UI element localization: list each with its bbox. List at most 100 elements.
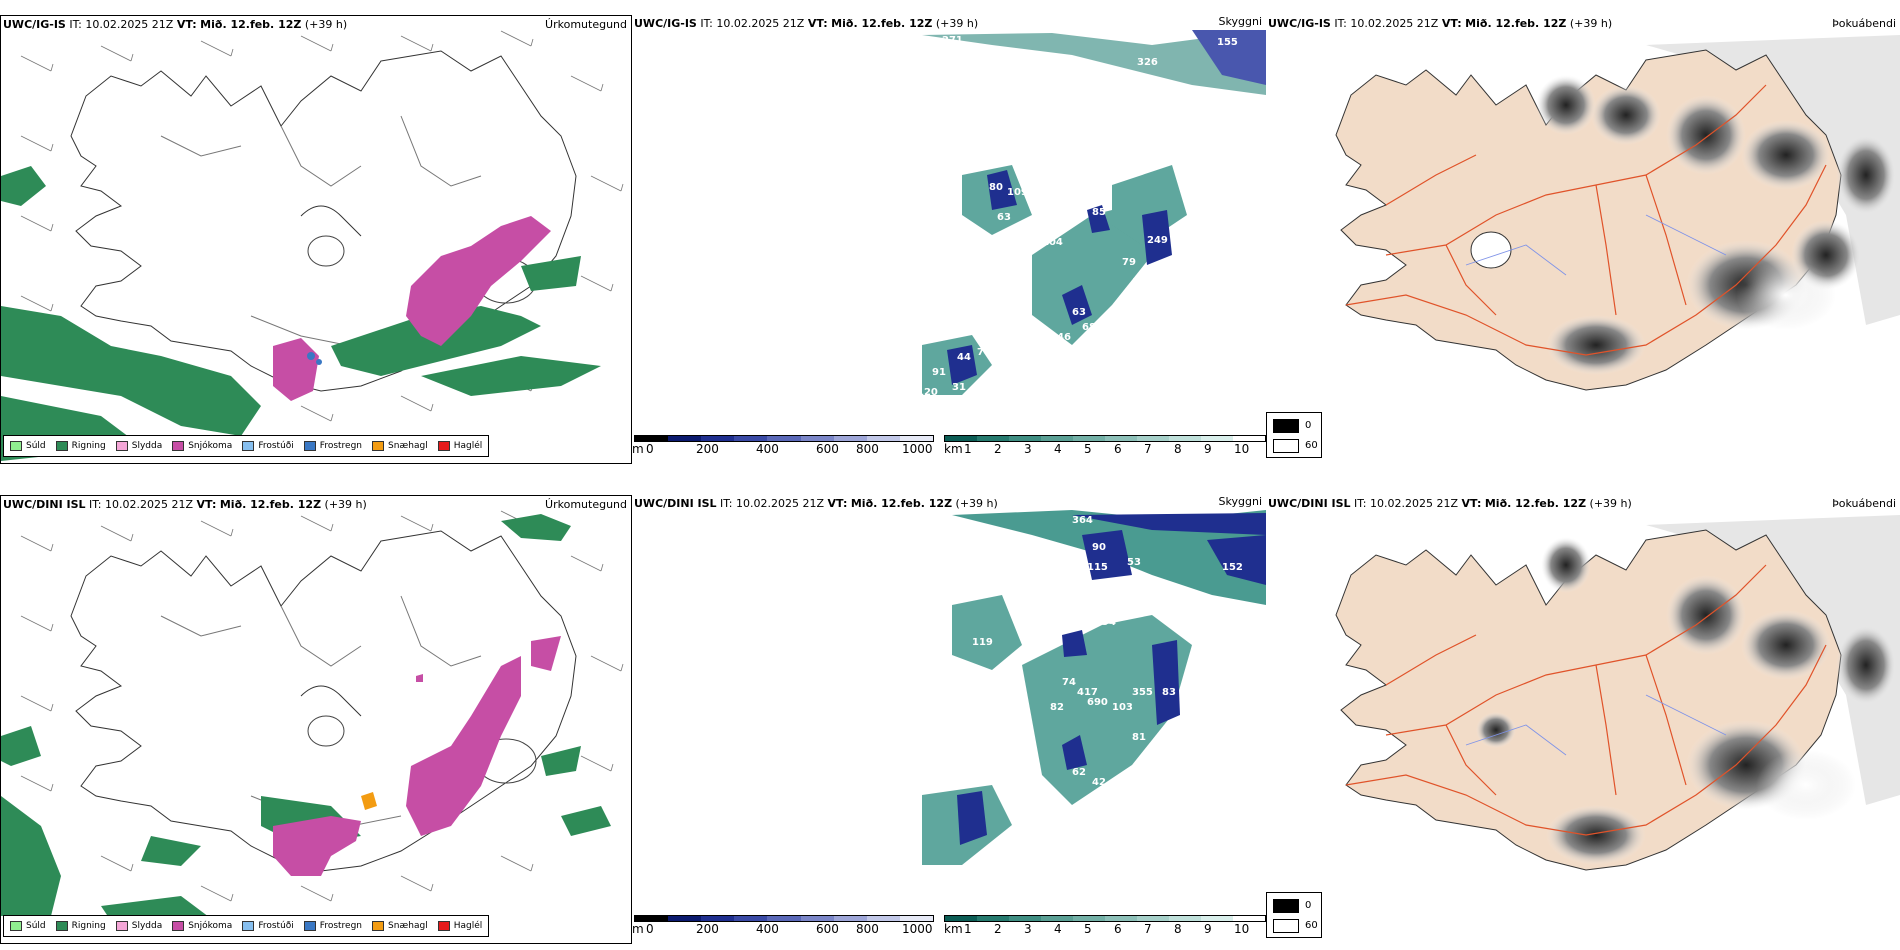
colorbar-tick: 400 [756,922,779,936]
cloud-base-value: 120 [917,387,938,398]
visibility-map: 271 182 326 155 341 80 109 95 85 63 104 249 150 79 142… [917,30,1266,398]
colorbar-tick: 3 [1024,442,1032,456]
legend-swatch-freezing-rain [303,441,316,451]
legend-item: Súld [10,441,46,451]
cloud-base-value: 82 [1050,702,1064,713]
fog-legend: 0 60 [1266,412,1322,458]
colorbar-tick: 1000 [902,442,933,456]
legend-swatch-snow-pellets [372,441,385,451]
fog-legend: 0 60 [1266,892,1322,938]
colorbar-tick: 600 [816,442,839,456]
fog-legend-swatch-60 [1273,439,1299,453]
cloud-base-colorbar-gradient [634,435,934,442]
colorbar-tick: 7 [1144,442,1152,456]
cloud-base-value: 119 [972,637,993,648]
precip-type-legend: Súld Rigning Slydda Snjókoma Frostúði Fr… [3,915,490,937]
legend-item: Snæhagl [372,921,428,931]
colorbar-tick: 9 [1204,442,1212,456]
visibility-colorbar-gradient [944,435,1266,442]
colorbar-tick: 400 [756,442,779,456]
colorbar-tick: 2 [994,442,1002,456]
panel-title: UWC/IG-IS IT: 10.02.2025 21Z VT: Mið. 12… [3,18,348,31]
colorbar-tick: 1 [964,442,972,456]
visibility-colorbar: km 1 2 3 4 5 6 7 8 9 10 [944,435,1266,459]
cloud-base-value: 47 [1127,307,1141,318]
colorbar-tick: 0 [646,442,654,456]
panel-title: UWC/IG-IS IT: 10.02.2025 21Z VT: Mið. 12… [634,17,979,30]
colorbar-tick: 8 [1174,922,1182,936]
panel-title: UWC/DINI ISL IT: 10.02.2025 21Z VT: Mið.… [1268,497,1632,510]
cloud-base-value: 86 [992,852,1006,863]
colorbar-tick: 4 [1054,922,1062,936]
legend-item: Frostregn [303,441,362,451]
legend-item: Snjókoma [172,441,232,451]
legend-item: Frostregn [303,921,362,931]
fog-legend-swatch-0 [1273,419,1299,433]
cloud-base-colorbar: m 0 200 400 600 800 1000 [632,435,934,459]
cloud-base-value: 690 [1087,697,1108,708]
cloud-base-value: 150 [992,262,1013,273]
cloud-base-value: 74 [977,347,991,358]
legend-item: Rigning [55,921,106,931]
cloud-base-value: 104 [1042,237,1063,248]
panel-title: UWC/DINI ISL IT: 10.02.2025 21Z VT: Mið.… [634,497,998,510]
legend-swatch-freezing-drizzle [242,921,255,931]
legend-item: Súld [10,921,46,931]
cloud-base-values: 271 182 326 155 341 80 109 95 85 63 104 249 150 79 142… [917,35,1238,398]
cloud-base-value: 90 [1092,542,1106,553]
visibility-colorbar-gradient [944,915,1266,922]
cloud-base-value: 364 [1072,515,1093,526]
cloud-base-value: 249 [1147,235,1168,246]
colorbar-tick: 3 [1024,922,1032,936]
cloud-base-value: 109 [1007,187,1028,198]
cloud-base-value: 155 [1217,37,1238,48]
cloud-base-value: 152 [1222,562,1243,573]
cloud-base-value: 56 [1172,722,1186,733]
legend-item: Frostúði [242,921,294,931]
colorbar-tick: 5 [1084,922,1092,936]
cloud-base-value: 31 [952,382,966,393]
cloud-base-value: 115 [932,867,953,878]
cloud-base-value: 70 [1067,587,1081,598]
colorbar-unit: km [944,922,963,936]
legend-swatch-freezing-drizzle [242,441,255,451]
colorbar-tick: 2 [994,922,1002,936]
cloud-base-value: 108 [922,892,943,903]
colorbar-tick: 8 [1174,442,1182,456]
fog-indicator-map [1266,515,1900,944]
legend-item: Snjókoma [172,921,232,931]
colorbar-tick: 10 [1234,442,1250,456]
panel-title: UWC/IG-IS IT: 10.02.2025 21Z VT: Mið. 12… [1268,17,1613,30]
colorbar-unit: km [944,442,963,456]
cloud-base-value: 94 [1102,617,1116,628]
colorbar-tick: 800 [856,442,879,456]
colorbar-unit: m [632,442,644,456]
panel-type-label: Skyggni [1218,495,1262,508]
cloud-base-value: 77 [1142,577,1156,588]
panel-type-label: Úrkomutegund [545,18,627,31]
visibility-panel-row1: 271 182 326 155 341 80 109 95 85 63 104 249 150 79 142… [632,15,1266,464]
cloud-base-value: 46 [1057,332,1071,343]
legend-swatch-hail [437,921,450,931]
cloud-base-value: 271 [942,35,963,46]
cloud-base-value: 142 [1132,277,1153,288]
panel-type-label: Þokuábendi [1832,17,1896,30]
panel-title: UWC/DINI ISL IT: 10.02.2025 21Z VT: Mið.… [3,498,367,511]
legend-item: Frostúði [242,441,294,451]
cloud-base-value: 326 [1137,57,1158,68]
cloud-base-value: 53 [1127,557,1141,568]
cloud-base-value: 84 [1162,307,1176,318]
panel-type-label: Þokuábendi [1832,497,1896,510]
cloud-base-value: 68 [1082,322,1096,333]
cloud-base-value: 63 [1072,307,1086,318]
colorbar-tick: 600 [816,922,839,936]
cloud-base-value: 83 [1162,687,1176,698]
legend-swatch-hail [437,441,450,451]
legend-swatch-sleet [115,441,128,451]
legend-swatch-sleet [115,921,128,931]
colorbar-tick: 0 [646,922,654,936]
legend-swatch-drizzle [10,921,22,931]
cloud-base-value: 79 [1122,257,1136,268]
